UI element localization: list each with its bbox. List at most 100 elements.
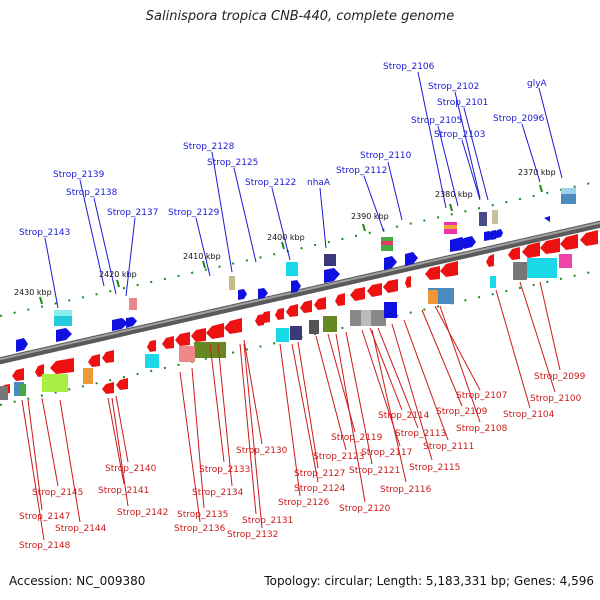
- leader-line: [439, 305, 481, 423]
- leader-line: [59, 399, 81, 523]
- gene-label: Strop_2113: [395, 429, 446, 439]
- gene-label: Strop_2114: [378, 411, 430, 421]
- forward-gene-arrow: [291, 280, 301, 293]
- genome-summary-text: Topology: circular; Length: 5,183,331 bp…: [264, 574, 594, 588]
- leader-line: [44, 237, 59, 309]
- reverse-gene-arrow: [35, 364, 44, 377]
- gene-label: Strop_2119: [331, 433, 383, 443]
- reverse-gene-arrow: [314, 297, 326, 310]
- forward-gene-arrow: [324, 268, 340, 283]
- forward-gene-arrow: [484, 231, 493, 241]
- feature-block: [145, 354, 159, 368]
- forward-gene-labels: Strop_2106 Strop_2102 glyA Strop_2101 St…: [19, 62, 548, 238]
- kbp-label: 2420 kbp: [99, 270, 137, 279]
- gene-label: Strop_2124: [294, 484, 346, 494]
- gene-label: Strop_2139: [53, 170, 105, 180]
- feature-block: [323, 316, 337, 332]
- backbone-highlight: [0, 221, 600, 361]
- feature-block: [229, 276, 235, 290]
- gene-label: Strop_2140: [105, 464, 157, 474]
- gene-label: Strop_2133: [199, 465, 250, 475]
- reverse-gene-arrow: [486, 254, 494, 267]
- kbp-label: 2400 kbp: [267, 233, 305, 242]
- gene-label: Strop_2141: [98, 486, 149, 496]
- feature-block: [129, 298, 137, 310]
- gene-label: Strop_2116: [380, 485, 432, 495]
- gene-label: Strop_2111: [423, 442, 474, 452]
- reverse-gene-arrow: [255, 314, 264, 326]
- gene-label: Strop_2147: [19, 512, 70, 522]
- gene-label: Strop_2120: [339, 504, 391, 514]
- feature-block: [54, 310, 72, 316]
- leader-line: [217, 343, 233, 487]
- gene-label: Strop_2129: [168, 208, 220, 218]
- map-title: Salinispora tropica CNB-440, complete ge…: [145, 9, 455, 24]
- gene-label: Strop_2144: [55, 524, 107, 534]
- gene-label: Strop_2125: [207, 158, 258, 168]
- leader-line: [41, 397, 59, 487]
- gene-label: Strop_2143: [19, 228, 70, 238]
- feature-block: [276, 328, 289, 342]
- feature-block: [42, 374, 68, 392]
- gene-label: Strop_2102: [428, 82, 479, 92]
- leader-line: [271, 187, 291, 261]
- gene-label: Strop_2110: [360, 151, 412, 161]
- leader-line: [209, 343, 225, 463]
- feature-block: [561, 188, 576, 194]
- leader-line: [495, 289, 531, 409]
- kbp-label: 2380 kbp: [435, 190, 473, 199]
- reverse-gene-arrow: [425, 266, 440, 280]
- leader-line: [319, 187, 327, 249]
- reverse-gene-arrow: [175, 332, 190, 346]
- kbp-label: 2390 kbp: [351, 212, 389, 221]
- feature-block: [513, 262, 527, 280]
- forward-gene-arrow: [384, 256, 397, 270]
- feature-block: [179, 346, 195, 362]
- gene-label: Strop_2099: [534, 372, 586, 382]
- feature-block: [490, 276, 496, 288]
- gene-label: Strop_2112: [336, 166, 387, 176]
- gene-label: glyA: [527, 79, 548, 89]
- kbp-tick-mark: [116, 279, 120, 288]
- leader-line: [387, 161, 403, 221]
- leader-line: [111, 397, 129, 507]
- accession-text: Accession: NC_009380: [9, 574, 146, 588]
- genome-backbone: [0, 220, 600, 365]
- leader-line: [417, 71, 447, 209]
- gene-label: Strop_2105: [411, 116, 462, 126]
- feature-block: [479, 212, 487, 226]
- leader-line: [315, 335, 347, 451]
- feature-block: [83, 368, 93, 384]
- gene-label: Strop_2117: [361, 448, 412, 458]
- gene-label: nhaA: [307, 178, 331, 188]
- reverse-gene-arrow: [383, 279, 398, 293]
- reverse-features: [0, 254, 572, 400]
- gene-label: Strop_2104: [503, 410, 555, 420]
- kbp-label: 2430 kbp: [14, 288, 52, 297]
- gene-label: Strop_2148: [19, 541, 71, 551]
- reverse-gene-arrow: [12, 368, 24, 381]
- feature-block: [444, 225, 457, 229]
- leader-line: [335, 333, 366, 503]
- leader-line: [434, 305, 481, 391]
- reverse-gene-labels: Strop_2099 Strop_2107 Strop_2100 Strop_2…: [19, 372, 586, 551]
- reverse-gene-arrow: [508, 247, 520, 260]
- reverse-gene-arrow: [440, 261, 458, 277]
- gene-label: Strop_2121: [349, 466, 400, 476]
- reverse-gene-arrow: [275, 308, 284, 320]
- kbp-tick-mark: [449, 203, 453, 212]
- gene-label: Strop_2135: [177, 510, 228, 520]
- gene-label: Strop_2137: [107, 208, 158, 218]
- reverse-gene-arrow: [116, 378, 128, 390]
- feature-block: [527, 258, 557, 278]
- gene-label: Strop_2123: [313, 452, 364, 462]
- forward-leader-lines: [44, 71, 563, 309]
- reverse-gene-arrow: [88, 354, 100, 367]
- leader-line: [297, 341, 319, 469]
- forward-gene-arrow: [56, 328, 72, 342]
- leader-line: [461, 139, 481, 201]
- leader-line: [363, 175, 385, 233]
- leader-line: [191, 367, 205, 509]
- backbone-line: [0, 220, 600, 365]
